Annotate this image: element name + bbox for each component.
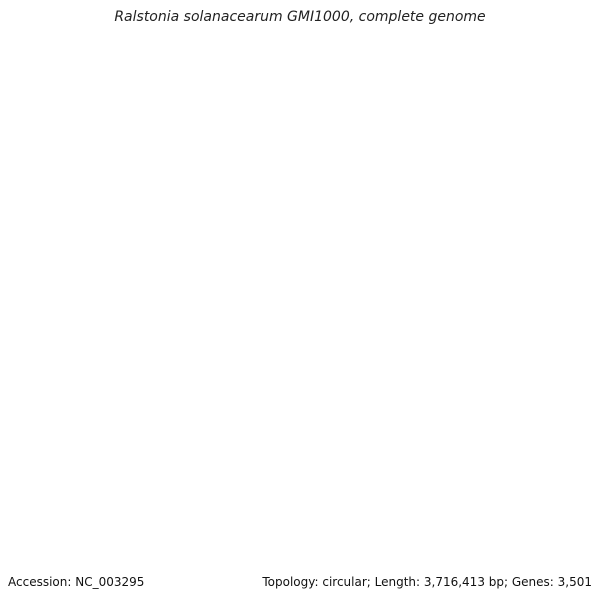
accession-label: Accession: NC_003295 (8, 575, 145, 589)
genome-summary: Topology: circular; Length: 3,716,413 bp… (262, 575, 592, 589)
map-title: Ralstonia solanacearum GMI1000, complete… (114, 9, 486, 25)
